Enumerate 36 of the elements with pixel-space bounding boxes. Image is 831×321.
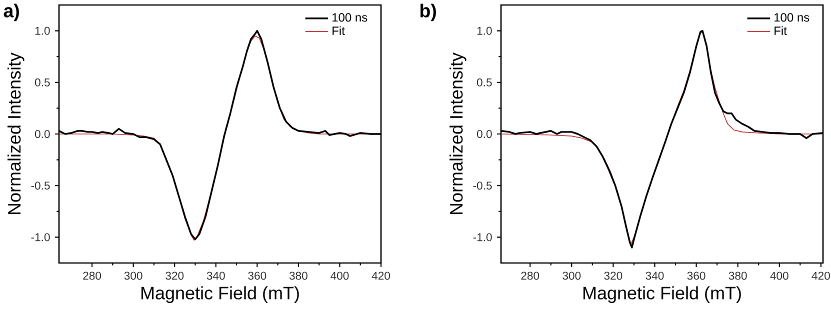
x-tick-label: 300 <box>562 272 581 280</box>
x-tick-label: 360 <box>248 272 266 280</box>
y-tick-label: -1.0 <box>473 233 492 242</box>
y-tick-label: 0.5 <box>476 78 492 86</box>
x-tick-label: 340 <box>646 272 664 280</box>
y-tick-label: -1.0 <box>31 233 50 242</box>
x-tick-label: 400 <box>330 272 349 280</box>
y-tick-label: 1.0 <box>477 26 492 35</box>
y-tick-label: -0.5 <box>473 182 492 190</box>
x-tick-label: 340 <box>206 272 225 280</box>
y-tick-label: 0.0 <box>476 130 492 138</box>
chart-title: b) <box>420 4 436 22</box>
y-tick-label: 0.0 <box>34 130 50 138</box>
legend-label: Fit <box>332 26 345 35</box>
y-axis-title: Normalized Intensity <box>449 52 466 214</box>
y-tick-label: 0.5 <box>34 78 50 86</box>
x-axis-title: Magnetic Field (mT) <box>583 286 741 304</box>
x-tick-label: 280 <box>521 272 540 280</box>
x-tick-label: 380 <box>289 272 308 280</box>
legend-label: 100 ns <box>332 13 368 22</box>
x-tick-label: 360 <box>687 272 706 280</box>
chart-title: a) <box>4 4 19 22</box>
x-tick-label: 420 <box>372 272 390 280</box>
y-axis-title: Normalized Intensity <box>7 52 24 214</box>
legend-label: Fit <box>774 26 787 35</box>
x-axis-title: Magnetic Field (mT) <box>141 286 299 304</box>
x-tick-label: 400 <box>770 272 788 280</box>
legend-label: 100 ns <box>774 13 810 22</box>
x-tick-label: 280 <box>83 272 102 280</box>
x-tick-label: 380 <box>728 272 747 280</box>
y-tick-label: 1.0 <box>35 26 50 35</box>
x-tick-label: 320 <box>604 272 622 280</box>
x-tick-label: 300 <box>124 272 142 280</box>
x-tick-label: 320 <box>166 272 184 280</box>
y-tick-label: -0.5 <box>31 182 50 190</box>
x-tick-label: 420 <box>812 272 830 280</box>
